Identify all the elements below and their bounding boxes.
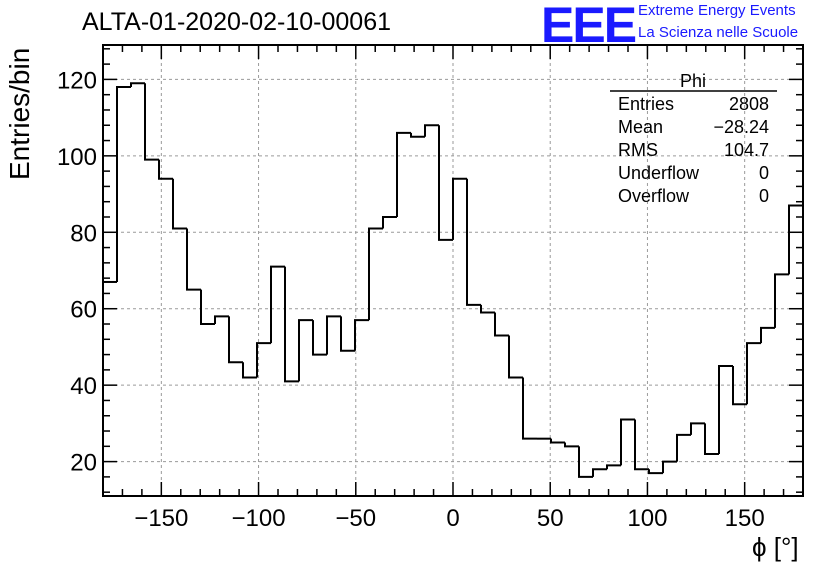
histogram-bin bbox=[648, 469, 663, 475]
histogram-bin bbox=[774, 273, 789, 328]
histogram-bin bbox=[312, 320, 327, 356]
stats-label: RMS bbox=[618, 140, 658, 160]
histogram bbox=[103, 82, 803, 478]
grid-lines bbox=[103, 45, 803, 496]
y-tick-label: 60 bbox=[70, 297, 97, 324]
histogram-bin bbox=[158, 159, 173, 180]
histogram-bin bbox=[662, 460, 677, 474]
histogram-bin bbox=[466, 178, 481, 306]
histogram-bin bbox=[424, 124, 439, 137]
x-tick-label: −100 bbox=[232, 505, 286, 532]
stats-value: 2808 bbox=[729, 94, 769, 114]
logo-line-1: Extreme Energy Events bbox=[638, 2, 796, 19]
histogram-bin bbox=[410, 132, 425, 138]
y-tick-label: 80 bbox=[70, 220, 97, 247]
histogram-bin bbox=[130, 82, 145, 88]
histogram-bin bbox=[116, 86, 131, 282]
axes bbox=[102, 44, 804, 497]
stats-title: Phi bbox=[680, 71, 706, 91]
histogram-bin bbox=[172, 178, 187, 230]
x-axis-label: ϕ [°] bbox=[752, 532, 799, 562]
stats-box: Phi Entries 2808 Mean −28.24 RMS 104.7 Underflo… bbox=[610, 71, 777, 206]
histogram-bin bbox=[452, 177, 467, 240]
histogram-bin bbox=[732, 366, 747, 406]
histogram-bin bbox=[382, 215, 397, 229]
histogram-bin bbox=[522, 377, 537, 440]
histogram-bin bbox=[340, 316, 355, 352]
histogram-bin bbox=[368, 227, 383, 321]
histogram-bin bbox=[564, 442, 579, 448]
eee-logo: EEE bbox=[541, 0, 637, 53]
stats-value: 0 bbox=[759, 186, 769, 206]
histogram-bin bbox=[354, 319, 369, 351]
y-tick-label: 120 bbox=[57, 67, 97, 94]
stats-label: Underflow bbox=[618, 163, 700, 183]
stats-label: Overflow bbox=[618, 186, 690, 206]
histogram-bin bbox=[438, 125, 453, 241]
chart-title: ALTA-01-2020-02-10-00061 bbox=[82, 8, 391, 36]
histogram-bin bbox=[144, 83, 159, 161]
histogram-bin bbox=[592, 468, 607, 477]
histogram-bin bbox=[508, 335, 523, 379]
histogram-bin bbox=[494, 312, 509, 337]
histogram-bin bbox=[326, 315, 341, 355]
histogram-bin bbox=[620, 418, 635, 466]
y-axis-label: Entries/bin bbox=[4, 47, 35, 180]
histogram-bin bbox=[256, 342, 271, 378]
stats-label: Entries bbox=[618, 94, 674, 114]
y-tick-label: 40 bbox=[70, 373, 97, 400]
y-tick-label: 100 bbox=[57, 144, 97, 171]
histogram-bin bbox=[746, 342, 761, 405]
histogram-bin bbox=[550, 438, 565, 444]
histogram-bin bbox=[690, 422, 705, 435]
x-tick-label: 50 bbox=[537, 505, 564, 532]
x-tick-label: 150 bbox=[725, 505, 765, 532]
histogram-bin bbox=[270, 265, 285, 344]
stats-value: 104.7 bbox=[724, 140, 769, 160]
stats-value: −28.24 bbox=[713, 117, 769, 137]
histogram-bin bbox=[788, 204, 803, 275]
histogram-bin bbox=[704, 423, 719, 455]
x-tick-label: −150 bbox=[134, 505, 188, 532]
histogram-bin bbox=[200, 289, 215, 326]
histogram-bin bbox=[676, 433, 691, 462]
x-tick-label: 0 bbox=[446, 505, 459, 532]
stats-label: Mean bbox=[618, 117, 663, 137]
histogram-bin bbox=[760, 326, 775, 344]
histogram-bin bbox=[298, 319, 313, 382]
histogram-bin bbox=[480, 304, 495, 314]
histogram-bin bbox=[606, 464, 621, 470]
histogram-bin bbox=[578, 446, 593, 478]
histogram-bin bbox=[396, 131, 411, 217]
histogram-bin bbox=[214, 315, 229, 325]
histogram-bin bbox=[228, 316, 243, 364]
x-tick-label: −50 bbox=[335, 505, 376, 532]
histogram-bin bbox=[186, 228, 201, 291]
histogram-bin bbox=[634, 419, 649, 471]
histogram-bin bbox=[718, 365, 733, 454]
logo-line-2: La Scienza nelle Scuole bbox=[638, 24, 799, 41]
x-tick-label: 100 bbox=[627, 505, 667, 532]
stats-value: 0 bbox=[759, 163, 769, 183]
histogram-bin bbox=[242, 362, 257, 379]
histogram-bin bbox=[284, 266, 299, 383]
y-tick-label: 20 bbox=[70, 450, 97, 477]
tick-labels: −150 −100 −50 0 50 100 150 20 40 60 80 100 120 bbox=[57, 67, 765, 532]
